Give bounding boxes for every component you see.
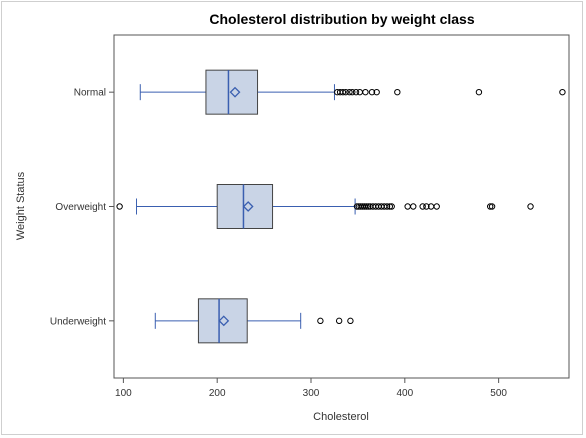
- chart-marks: 100 200 300 400 500 Normal Overweight Underweig…: [50, 69, 566, 399]
- outlier-point: [317, 317, 324, 325]
- outlier-point: [383, 203, 391, 210]
- box-normal: [205, 69, 259, 115]
- chart-title: Cholesterol distribution by weight class: [209, 11, 474, 27]
- outlier-point: [356, 88, 363, 96]
- outlier-point: [373, 88, 380, 96]
- outlier-point: [433, 203, 440, 210]
- outlier-point: [339, 88, 347, 96]
- outlier-point: [362, 88, 369, 96]
- outlier-point: [388, 203, 395, 210]
- mean-marker-normal: [229, 86, 241, 98]
- outlier-point: [349, 88, 356, 96]
- x-tick-label: 200: [209, 388, 226, 399]
- outlier-point: [386, 203, 394, 210]
- box-underweight: [197, 298, 248, 344]
- outlier-point: [486, 203, 494, 210]
- outlier-point: [116, 203, 123, 210]
- outlier-point: [475, 88, 483, 96]
- x-tick-label: 400: [396, 388, 413, 399]
- outlier-point: [419, 203, 426, 210]
- y-axis-label: Weight Status: [15, 171, 27, 240]
- x-tick-label: 300: [303, 388, 320, 399]
- mean-marker-overweight: [242, 201, 254, 212]
- outlier-point: [394, 88, 401, 96]
- outlier-point: [346, 88, 353, 96]
- outlier-point: [368, 88, 376, 96]
- outlier-point: [404, 203, 411, 210]
- outlier-point: [488, 203, 496, 210]
- y-tick-label: Normal: [74, 88, 106, 99]
- outlier-point: [527, 203, 534, 210]
- outlier-point: [423, 203, 430, 210]
- outlier-point: [342, 88, 349, 96]
- outlier-point: [352, 88, 360, 96]
- outlier-point: [347, 317, 354, 325]
- outlier-point: [363, 203, 370, 210]
- y-tick-label: Underweight: [50, 316, 106, 327]
- outlier-point: [365, 203, 372, 210]
- box-overweight: [216, 184, 274, 229]
- x-tick-label: 500: [490, 388, 507, 399]
- y-tick-label: Overweight: [55, 202, 106, 213]
- outlier-point: [559, 88, 566, 96]
- x-tick-label: 100: [115, 388, 132, 399]
- outlier-point: [335, 317, 343, 325]
- mean-marker-underweight: [218, 315, 230, 327]
- x-axis-label: Cholesterol: [313, 411, 369, 423]
- outlier-point: [410, 203, 417, 210]
